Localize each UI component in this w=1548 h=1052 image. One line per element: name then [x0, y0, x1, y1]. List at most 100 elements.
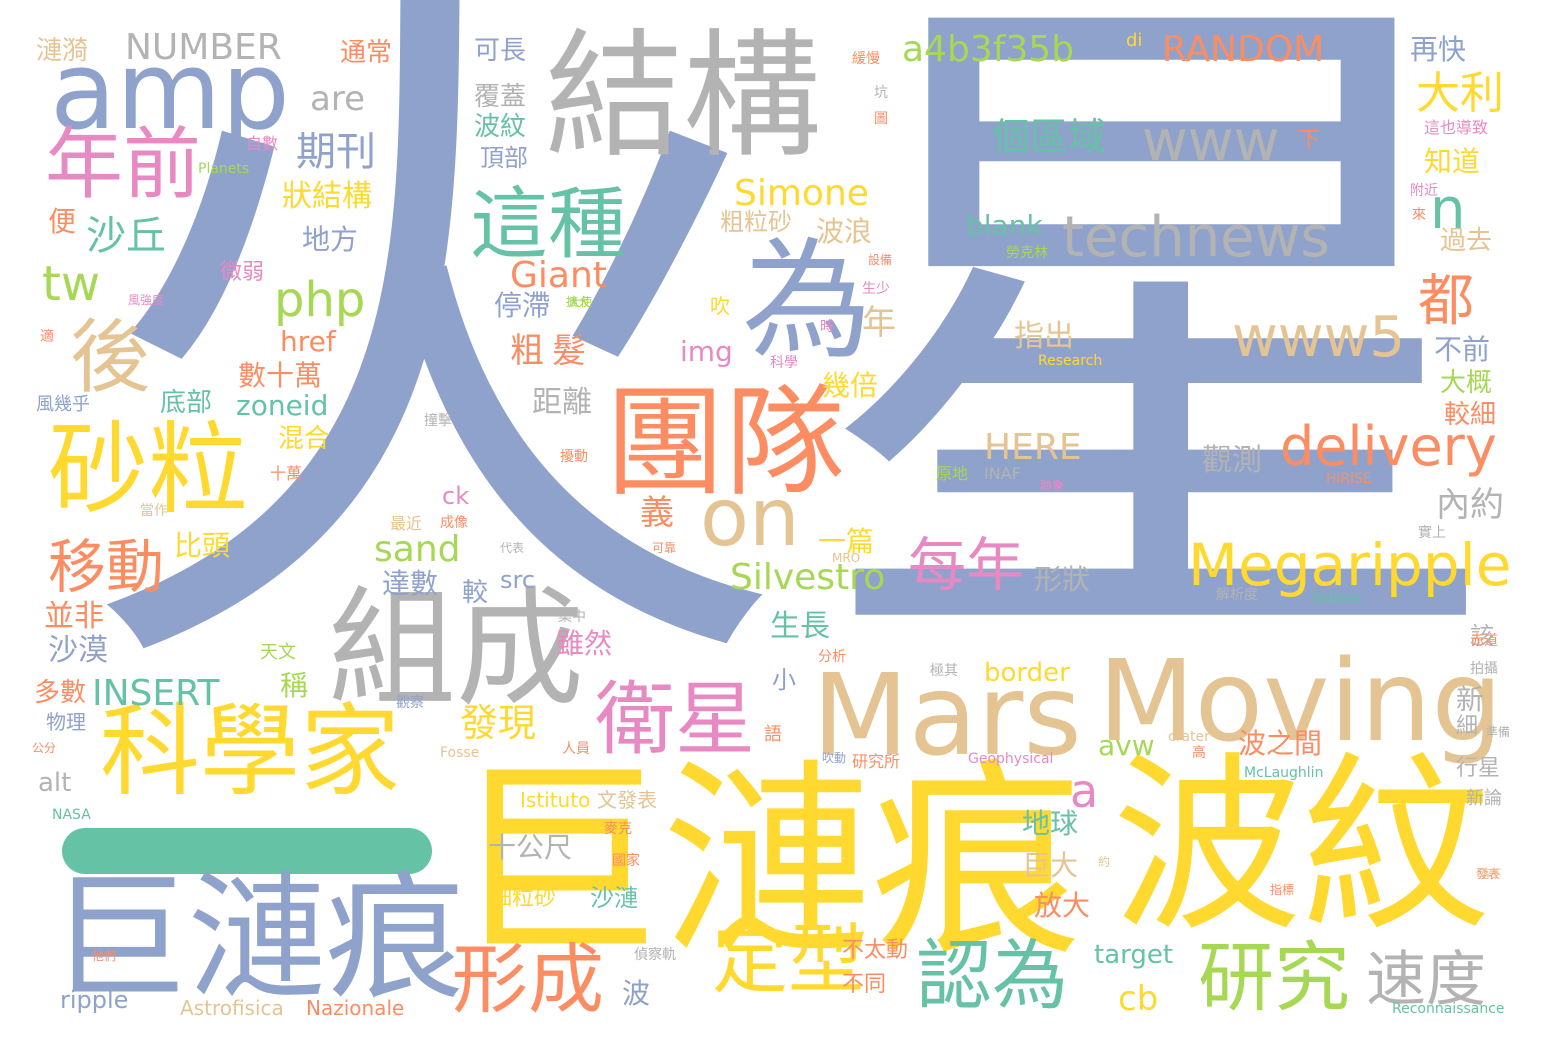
word: 底部 — [160, 388, 213, 418]
word: 撞擊 — [424, 413, 452, 429]
word: 並非 — [44, 599, 104, 634]
word: cb — [1118, 979, 1159, 1019]
word: blank — [966, 209, 1043, 242]
word: 科學 — [770, 355, 798, 371]
word: crater — [1168, 729, 1210, 745]
word: 赤道 — [1470, 633, 1498, 649]
word: 細粒砂 — [490, 886, 557, 911]
word: 發現 — [460, 701, 537, 745]
word: HERE — [984, 427, 1082, 468]
word: 結構 — [545, 16, 822, 177]
word: are — [310, 79, 365, 119]
word: 新 — [1456, 683, 1485, 716]
word: Megaripple — [1188, 531, 1512, 599]
word: 每年 — [908, 531, 1025, 599]
word: 定型 — [712, 915, 864, 1004]
word: 大概 — [1440, 368, 1493, 398]
word: 生少 — [862, 281, 890, 297]
green-bar-shape — [62, 828, 432, 874]
word: sand — [374, 529, 461, 570]
word: src — [500, 566, 536, 594]
word: 解析度 — [1216, 587, 1258, 603]
word: 小 — [772, 666, 796, 694]
word: 速度 — [1366, 945, 1486, 1015]
word: technews — [1062, 205, 1330, 270]
word: 砂粒 — [48, 411, 248, 528]
word: 狀結構 — [282, 179, 372, 214]
word: 不太動 — [842, 938, 909, 963]
word: 波紋 — [474, 112, 527, 142]
word: di — [1126, 30, 1143, 51]
word: 波紋 — [1112, 736, 1493, 957]
word: 自數 — [246, 134, 279, 153]
word: McLaughlin — [1244, 765, 1324, 781]
word: 粗 — [510, 331, 544, 371]
word: 衛星 — [595, 673, 755, 766]
word: 研究 — [1198, 933, 1350, 1022]
word: a — [1070, 764, 1099, 818]
word: 為 — [742, 225, 873, 377]
word: 波浪 — [816, 215, 873, 248]
word: href — [280, 325, 336, 358]
word: 緩慢 — [852, 51, 880, 67]
word: 認為 — [916, 931, 1068, 1020]
word: 沙漠 — [48, 633, 108, 668]
word: 人員 — [562, 741, 590, 757]
word: 距離 — [532, 385, 592, 420]
word: www5 — [1232, 305, 1406, 370]
word: 新論 — [1466, 788, 1502, 809]
word: 指標 — [1270, 883, 1295, 897]
word: 最近 — [390, 514, 423, 533]
word: 較 — [462, 578, 489, 608]
word: 適 — [40, 329, 54, 345]
word: tw — [42, 256, 101, 312]
word: n — [1430, 177, 1466, 242]
word: 年 — [862, 303, 896, 343]
word: 義 — [640, 493, 674, 533]
word: 混合 — [278, 424, 331, 454]
word: Mars — [812, 651, 1082, 781]
word: alt — [38, 768, 72, 798]
word: 沙漣 — [590, 884, 638, 912]
word: 國家 — [612, 853, 640, 869]
word: 通常 — [340, 38, 393, 68]
word: Geophysical — [968, 751, 1054, 767]
word: 發表 — [1476, 867, 1501, 881]
word: 科學家 — [100, 693, 400, 810]
word: 吹動 — [822, 751, 847, 765]
word: 分析 — [818, 649, 846, 665]
word: 當作 — [140, 503, 168, 519]
word: INSERT — [92, 673, 220, 714]
word: 多數 — [34, 678, 87, 708]
word: 版 — [688, 146, 715, 176]
word: 巨大 — [1022, 849, 1079, 882]
word: 過去 — [1440, 226, 1493, 256]
word: MRO — [832, 551, 861, 565]
word: 地球 — [1022, 807, 1079, 840]
word: 巨漣痕 — [50, 858, 465, 1019]
word: 圖 — [874, 111, 888, 127]
word: Silvestro — [730, 557, 886, 598]
word: 來 — [1412, 207, 1426, 223]
word: 便 — [48, 205, 77, 238]
word: 天文 — [260, 642, 296, 663]
word: 勞克林 — [1006, 245, 1048, 261]
word: 大使 — [568, 295, 593, 309]
word: HiRISE — [1326, 471, 1373, 487]
word: 火 — [70, 0, 790, 760]
word: 拍攝 — [1470, 661, 1498, 677]
word: 沙丘 — [86, 213, 166, 259]
word: 巨漣痕 — [452, 740, 1083, 985]
word: on — [700, 471, 800, 564]
word: ripple — [60, 986, 129, 1014]
word: 比頭 — [174, 529, 231, 562]
word: 地方 — [302, 223, 359, 256]
word: 稱 — [280, 669, 309, 702]
word: 指出 — [1014, 319, 1074, 354]
word: 物理 — [46, 710, 86, 734]
word: Orbiter — [1312, 591, 1362, 607]
word: 內約 — [1436, 485, 1504, 525]
word: 這種 — [470, 180, 627, 270]
word: 組成 — [328, 575, 585, 724]
